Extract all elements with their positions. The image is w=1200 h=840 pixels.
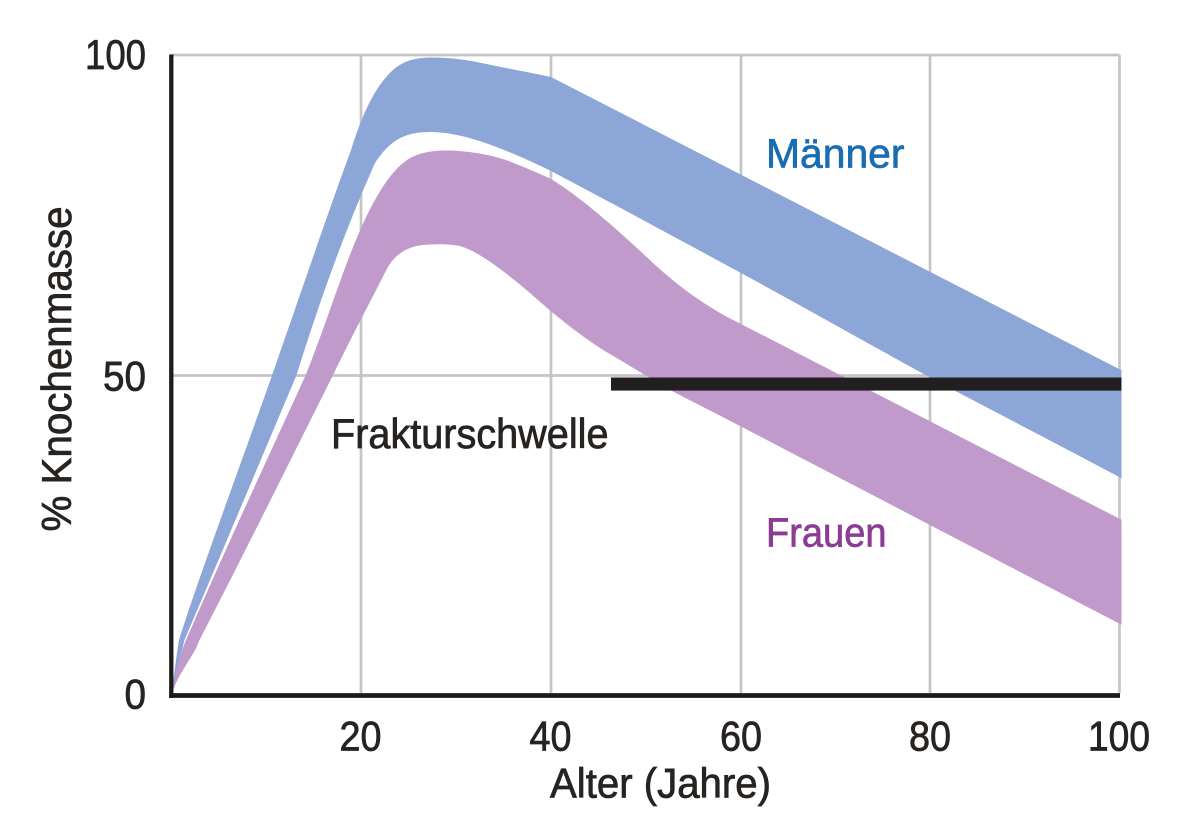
svg-text:Frauen: Frauen	[766, 510, 887, 556]
svg-text:20: 20	[340, 713, 382, 760]
svg-text:40: 40	[530, 713, 572, 760]
svg-text:50: 50	[103, 353, 146, 400]
svg-text:Alter (Jahre): Alter (Jahre)	[550, 760, 771, 807]
svg-text:100: 100	[85, 31, 146, 78]
svg-text:0: 0	[125, 670, 147, 717]
svg-text:% Knochenmasse: % Knochenmasse	[33, 207, 80, 532]
svg-text:100: 100	[1088, 713, 1150, 760]
svg-text:80: 80	[909, 713, 951, 760]
svg-text:Frakturschwelle: Frakturschwelle	[331, 410, 609, 457]
svg-text:60: 60	[720, 713, 762, 760]
svg-text:Männer: Männer	[766, 131, 905, 177]
